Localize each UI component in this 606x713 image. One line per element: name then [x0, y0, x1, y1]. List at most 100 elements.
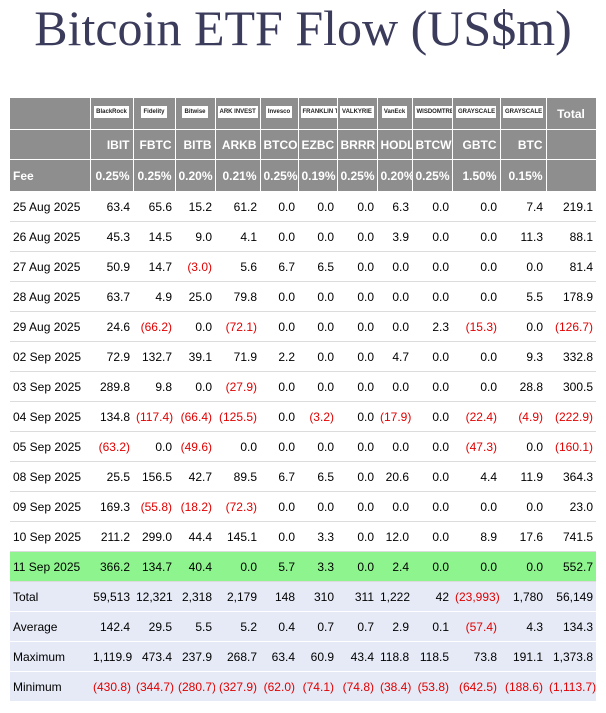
flow-value: 473.4 — [133, 641, 175, 672]
flow-value: (66.4) — [175, 401, 215, 432]
flow-value: 219.1 — [546, 191, 596, 222]
ticker: BTCO — [260, 129, 299, 160]
flow-value: 145.1 — [215, 521, 260, 552]
flow-value: 0.0 — [215, 551, 260, 582]
logo-row: BlackRock Fidelity Bitwise ARK INVEST Invesc… — [10, 98, 597, 130]
flow-value: 42 — [412, 581, 452, 612]
flow-value: 0.0 — [337, 311, 377, 342]
flow-value: 63.4 — [260, 641, 298, 672]
flow-value: 0.7 — [337, 611, 377, 642]
flow-value: 0.0 — [260, 401, 298, 432]
flow-value: (3.2) — [298, 401, 337, 432]
flow-value: 142.4 — [90, 611, 133, 642]
flow-value: 134.8 — [90, 401, 133, 432]
flow-value: 134.7 — [133, 551, 175, 582]
flow-value: 4.3 — [500, 611, 546, 642]
flow-value: 5.5 — [175, 611, 215, 642]
flow-value: (4.9) — [500, 401, 546, 432]
fee: 1.50% — [452, 159, 501, 192]
flow-value: 2.3 — [412, 311, 452, 342]
logo-cell: FRANKLIN TEMPLETON — [298, 98, 338, 130]
flow-value: 0.0 — [260, 521, 298, 552]
flow-value: 299.0 — [133, 521, 175, 552]
flow-value: 0.0 — [298, 371, 337, 402]
flow-value: (38.4) — [377, 671, 412, 702]
flow-value: 0.0 — [412, 221, 452, 252]
flow-value: (22.4) — [452, 401, 500, 432]
flow-value: 0.0 — [337, 371, 377, 402]
flow-value: (430.8) — [90, 671, 133, 702]
flow-value: 6.3 — [377, 191, 412, 222]
summary-row: Minimum (430.8) (344.7) (280.7) (327.9) (62.0… — [10, 671, 596, 702]
flow-value: 0.0 — [260, 431, 298, 462]
flow-value: 4.7 — [377, 341, 412, 372]
row-label: 25 Aug 2025 — [10, 191, 90, 222]
row-label: 11 Sep 2025 — [10, 551, 90, 582]
flow-value: 132.7 — [133, 341, 175, 372]
flow-value: 7.4 — [500, 191, 546, 222]
flow-value: (57.4) — [452, 611, 500, 642]
flow-value: (3.0) — [175, 251, 215, 282]
flow-value: 0.0 — [452, 371, 500, 402]
flow-value: 0.0 — [377, 311, 412, 342]
flow-value: 6.7 — [260, 251, 298, 282]
row-label: Average — [10, 611, 90, 642]
flow-value: 42.7 — [175, 461, 215, 492]
flow-value: 0.0 — [377, 431, 412, 462]
flow-value: 364.3 — [546, 461, 596, 492]
flow-value: 0.0 — [260, 371, 298, 402]
flow-value: 1,119.9 — [90, 641, 133, 672]
flow-value: (66.2) — [133, 311, 175, 342]
flow-value: (15.3) — [452, 311, 500, 342]
flow-value: 5.2 — [215, 611, 260, 642]
flow-value: 332.8 — [546, 341, 596, 372]
flow-value: 9.0 — [175, 221, 215, 252]
flow-value: 2,318 — [175, 581, 215, 612]
fee: 0.25% — [412, 159, 453, 192]
flow-value: 0.0 — [452, 191, 500, 222]
logo-cell: VALKYRIE — [337, 98, 378, 130]
flow-value: 72.9 — [90, 341, 133, 372]
flow-value: 134.3 — [546, 611, 596, 642]
flow-value: 0.0 — [133, 431, 175, 462]
ticker: BTC — [500, 129, 547, 160]
total-header: Total — [546, 98, 597, 130]
flow-value: 6.5 — [298, 461, 337, 492]
row-label: 02 Sep 2025 — [10, 341, 90, 372]
table-body: BlackRock Fidelity Bitwise ARK INVEST Invesc… — [10, 98, 597, 702]
etf-flow-table: BlackRock Fidelity Bitwise ARK INVEST Invesc… — [10, 98, 597, 702]
ticker: HODL — [377, 129, 413, 160]
flow-value: 2.4 — [377, 551, 412, 582]
flow-value: 0.7 — [298, 611, 337, 642]
flow-value: 0.0 — [377, 371, 412, 402]
flow-value: 741.5 — [546, 521, 596, 552]
flow-value: 2.2 — [260, 341, 298, 372]
logo-cell: VanEck — [377, 98, 413, 130]
flow-value: 4.1 — [215, 221, 260, 252]
row-label: 04 Sep 2025 — [10, 401, 90, 432]
flow-value: 289.8 — [90, 371, 133, 402]
flow-value: 0.0 — [260, 221, 298, 252]
issuer-logo: FRANKLIN TEMPLETON — [300, 106, 336, 118]
flow-value: 2,179 — [215, 581, 260, 612]
row-label: 08 Sep 2025 — [10, 461, 90, 492]
ticker: GBTC — [452, 129, 501, 160]
flow-value: (160.1) — [546, 431, 596, 462]
issuer-logo: BlackRock — [94, 106, 129, 118]
flow-value: (344.7) — [133, 671, 175, 702]
daily-row: 03 Sep 2025 289.8 9.8 0.0 (27.9) 0.0 0.0 0.0 0.0… — [10, 371, 596, 402]
flow-value: 28.8 — [500, 371, 546, 402]
flow-value: 0.0 — [337, 401, 377, 432]
flow-value: 43.4 — [337, 641, 377, 672]
issuer-logo: Fidelity — [141, 106, 167, 118]
ticker: BITB — [175, 129, 216, 160]
fee: 0.25% — [90, 159, 134, 192]
daily-row: 11 Sep 2025 366.2 134.7 40.4 0.0 5.7 3.3 0.0 2.4… — [10, 551, 596, 582]
fee: 0.25% — [337, 159, 378, 192]
ticker: BRRR — [337, 129, 378, 160]
flow-value: 0.0 — [452, 341, 500, 372]
flow-value: 0.0 — [412, 461, 452, 492]
flow-value: 11.3 — [500, 221, 546, 252]
flow-value: 11.9 — [500, 461, 546, 492]
